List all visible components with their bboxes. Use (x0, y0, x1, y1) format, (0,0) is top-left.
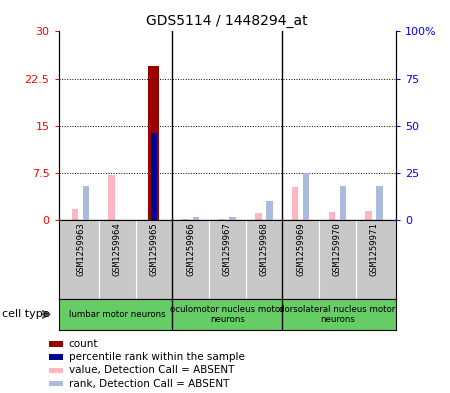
Bar (339, 186, 346, 220)
Bar (108, 175, 115, 220)
Bar (49, 341, 63, 347)
Bar (266, 201, 273, 220)
Bar (193, 217, 199, 220)
Bar (151, 133, 157, 220)
Bar (292, 187, 298, 220)
Bar (376, 186, 383, 220)
Text: value, Detection Call = ABSENT: value, Detection Call = ABSENT (69, 365, 234, 375)
Bar (218, 219, 225, 220)
Bar (83, 186, 89, 220)
Bar (255, 213, 262, 220)
Text: count: count (69, 339, 98, 349)
Bar (49, 354, 63, 360)
Text: GSM1259965: GSM1259965 (149, 222, 158, 276)
Title: GDS5114 / 1448294_at: GDS5114 / 1448294_at (146, 14, 308, 28)
Text: GSM1259971: GSM1259971 (369, 222, 378, 276)
Text: GSM1259964: GSM1259964 (112, 222, 122, 276)
Text: lumbar motor neurons: lumbar motor neurons (69, 310, 166, 319)
Text: GSM1259969: GSM1259969 (296, 222, 305, 276)
Bar (230, 217, 236, 220)
Bar (365, 211, 372, 220)
Text: GSM1259967: GSM1259967 (223, 222, 232, 276)
Bar (328, 212, 335, 220)
Text: GSM1259966: GSM1259966 (186, 222, 195, 276)
Text: oculomotor nucleus motor
neurons: oculomotor nucleus motor neurons (171, 305, 284, 324)
Text: dorsolateral nucleus motor
neurons: dorsolateral nucleus motor neurons (279, 305, 396, 324)
Bar (303, 173, 310, 220)
Text: cell type: cell type (2, 309, 50, 320)
Text: GSM1259963: GSM1259963 (76, 222, 85, 276)
Text: GSM1259970: GSM1259970 (333, 222, 342, 276)
Text: GSM1259968: GSM1259968 (260, 222, 269, 276)
Text: rank, Detection Call = ABSENT: rank, Detection Call = ABSENT (69, 378, 229, 389)
Bar (148, 66, 159, 220)
Bar (72, 209, 78, 220)
Bar (49, 381, 63, 386)
Text: percentile rank within the sample: percentile rank within the sample (69, 352, 245, 362)
Bar (182, 219, 189, 220)
Bar (49, 367, 63, 373)
